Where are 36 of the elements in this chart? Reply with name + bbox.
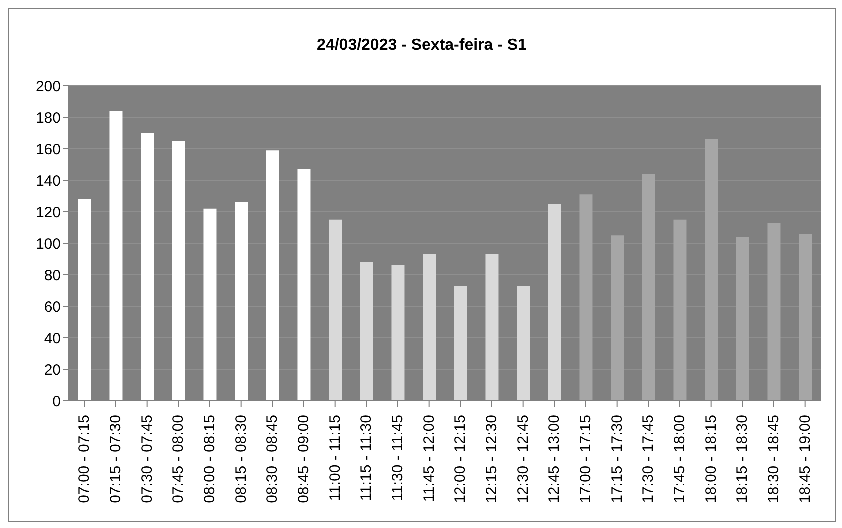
x-tick-label: 12:15 - 12:30 [484,415,500,504]
y-tick-label: 200 [36,78,61,96]
y-tick-label: 0 [52,393,61,410]
y-tick-label: 140 [36,172,61,190]
x-tick-label: 12:45 - 13:00 [546,415,564,504]
x-tick-label: 11:15 - 11:30 [358,415,376,502]
x-tick-label: 11:30 - 11:45 [390,415,406,502]
x-tick-label: 07:45 - 08:00 [170,415,188,504]
x-tick-label: 12:30 - 12:45 [514,415,532,504]
x-tick-label: 12:00 - 12:15 [452,415,470,504]
x-tick-label: 11:00 - 11:15 [326,415,344,502]
x-tick-label: 08:15 - 08:30 [232,415,250,504]
x-tick-label: 17:30 - 17:45 [640,415,658,504]
x-tick-label: 17:45 - 18:00 [672,415,688,504]
y-tick-label: 40 [44,330,61,348]
x-tick-label: 18:00 - 18:15 [702,415,720,504]
y-tick-label: 160 [36,141,61,158]
x-tick-label: 07:15 - 07:30 [108,415,124,504]
x-tick-label: 17:00 - 17:15 [578,415,594,504]
y-tick-label: 120 [36,204,61,222]
x-tick-label: 18:45 - 19:00 [796,415,814,504]
y-tick-label: 80 [44,267,61,284]
x-tick-label: 08:45 - 09:00 [296,415,312,504]
y-tick-label: 100 [36,236,61,253]
x-tick-label: 08:00 - 08:15 [202,415,218,504]
x-tick-label: 07:30 - 07:45 [138,415,156,504]
x-tick-label: 18:30 - 18:45 [766,415,782,504]
x-tick-label: 11:45 - 12:00 [420,415,438,502]
x-tick-label: 07:00 - 07:15 [76,415,94,504]
chart-title: 24/03/2023 - Sexta-feira - S1 [316,37,528,55]
x-tick-label: 17:15 - 17:30 [608,415,626,504]
y-tick-label: 180 [36,110,61,127]
y-tick-label: 20 [44,362,61,379]
x-tick-label: 18:15 - 18:30 [734,415,752,504]
y-tick-label: 60 [44,298,61,316]
x-tick-label: 08:30 - 08:45 [264,415,282,504]
